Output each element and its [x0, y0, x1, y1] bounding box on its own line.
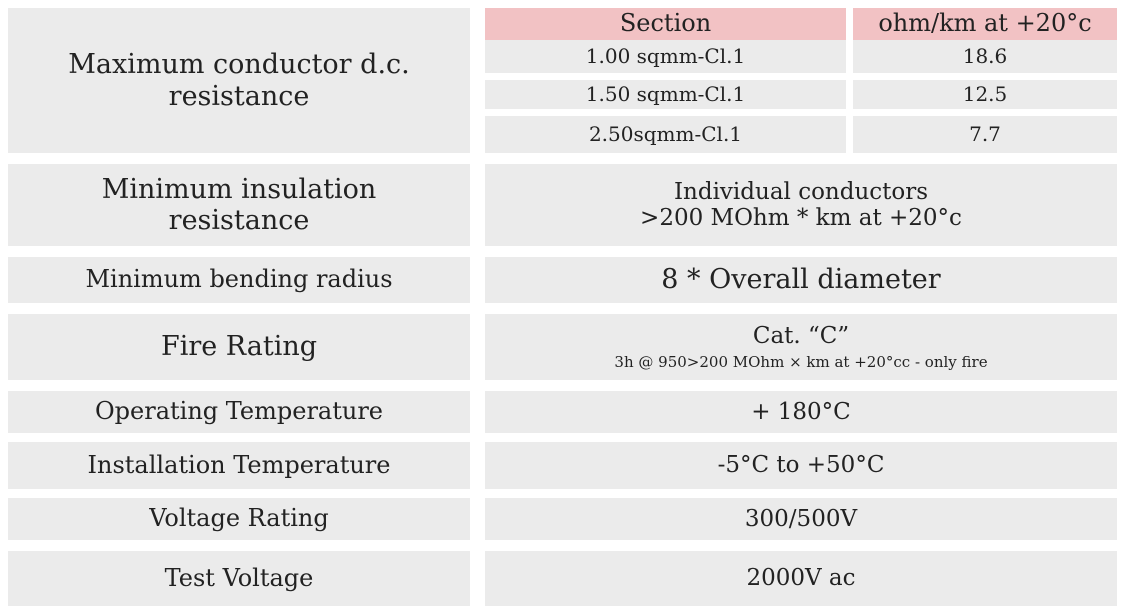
section-value: 2.50sqmm-Cl.1	[588, 122, 743, 146]
installation-temp-value-text: -5°C to +50°C	[717, 452, 885, 479]
bending-radius-value-text: 8 * Overall diameter	[661, 264, 941, 296]
test-voltage-label-text: Test Voltage	[164, 563, 314, 592]
operating-temp-label-text: Operating Temperature	[94, 397, 384, 426]
resistance-unit-header-text: ohm/km at +20°c	[878, 9, 1092, 38]
resistance-cell: 12.5	[853, 80, 1117, 109]
max-resistance-label-line2: resistance	[168, 80, 310, 112]
section-header: Section	[485, 8, 846, 40]
installation-temp-label-text: Installation Temperature	[87, 450, 391, 479]
operating-temp-value-text: + 180°C	[751, 398, 851, 425]
min-insulation-label-line2: resistance	[168, 205, 310, 236]
min-insulation-label-line1: Minimum insulation	[101, 173, 377, 205]
resistance-value: 7.7	[969, 122, 1001, 146]
min-insulation-value-line2: >200 MOhm * km at +20°c	[640, 205, 962, 231]
bending-radius-label: Minimum bending radius	[8, 257, 470, 303]
test-voltage-label: Test Voltage	[8, 551, 470, 606]
section-value: 1.50 sqmm-Cl.1	[585, 82, 746, 106]
operating-temp-value: + 180°C	[485, 391, 1117, 433]
voltage-rating-label: Voltage Rating	[8, 498, 470, 540]
section-cell: 1.00 sqmm-Cl.1	[485, 40, 846, 73]
fire-rating-value: Cat. “C” 3h @ 950>200 MOhm × km at +20°c…	[485, 314, 1117, 380]
fire-rating-label: Fire Rating	[8, 314, 470, 380]
resistance-value: 18.6	[962, 44, 1008, 68]
voltage-rating-label-text: Voltage Rating	[149, 504, 329, 533]
max-resistance-label-line1: Maximum conductor d.c.	[68, 49, 410, 81]
section-header-text: Section	[619, 9, 712, 38]
operating-temp-label: Operating Temperature	[8, 391, 470, 433]
installation-temp-label: Installation Temperature	[8, 442, 470, 489]
voltage-rating-value: 300/500V	[485, 498, 1117, 540]
resistance-cell: 18.6	[853, 40, 1117, 73]
bending-radius-label-text: Minimum bending radius	[85, 265, 393, 294]
section-value: 1.00 sqmm-Cl.1	[585, 44, 746, 68]
min-insulation-label: Minimum insulation resistance	[8, 164, 470, 246]
min-insulation-value: Individual conductors >200 MOhm * km at …	[485, 164, 1117, 246]
test-voltage-value-text: 2000V ac	[746, 565, 856, 592]
test-voltage-value: 2000V ac	[485, 551, 1117, 606]
voltage-rating-value-text: 300/500V	[744, 505, 858, 532]
resistance-cell: 7.7	[853, 116, 1117, 153]
resistance-unit-header: ohm/km at +20°c	[853, 8, 1117, 40]
section-cell: 2.50sqmm-Cl.1	[485, 116, 846, 153]
min-insulation-value-line1: Individual conductors	[673, 178, 929, 205]
installation-temp-value: -5°C to +50°C	[485, 442, 1117, 489]
fire-rating-label-text: Fire Rating	[160, 331, 318, 363]
resistance-value: 12.5	[962, 82, 1008, 106]
fire-rating-value-text: Cat. “C”	[752, 323, 850, 350]
max-resistance-label: Maximum conductor d.c. resistance	[8, 8, 470, 153]
fire-rating-note: 3h @ 950>200 MOhm × km at +20°cc - only …	[614, 352, 988, 371]
bending-radius-value: 8 * Overall diameter	[485, 257, 1117, 303]
section-cell: 1.50 sqmm-Cl.1	[485, 80, 846, 109]
